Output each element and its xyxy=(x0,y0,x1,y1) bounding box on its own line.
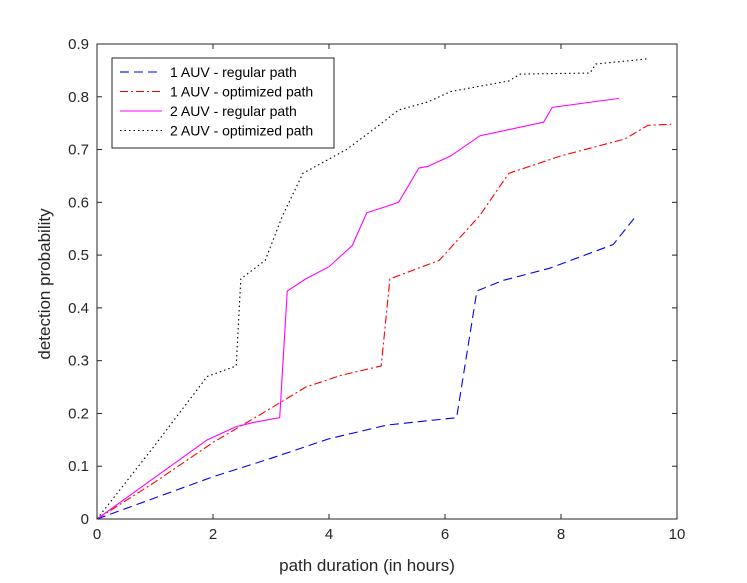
y-tick-label: 0.9 xyxy=(68,36,89,53)
legend-label: 2 AUV - regular path xyxy=(170,103,297,119)
x-tick-label: 0 xyxy=(93,526,101,543)
x-tick-label: 8 xyxy=(557,526,565,543)
axes-layer: 0 2 4 6 8 10 0 0.1 0.2 0.3 0.4 0.5 0.6 0.7 0.8 0.9 xyxy=(68,36,685,543)
legend-label: 1 AUV - optimized path xyxy=(170,84,313,100)
y-tick-label: 0.8 xyxy=(68,89,89,106)
legend-box xyxy=(111,57,335,149)
plot-area xyxy=(96,43,678,520)
y-tick-label: 0 xyxy=(81,511,89,528)
x-tick-label: 6 xyxy=(441,526,449,543)
series-line xyxy=(96,215,637,520)
x-tick-label: 10 xyxy=(669,526,686,543)
series-layer xyxy=(96,58,672,520)
legend-item: 1 AUV - optimized path xyxy=(120,84,313,100)
series-line xyxy=(96,123,672,520)
legend-item: 2 AUV - optimized path xyxy=(120,123,313,139)
x-tick-label: 2 xyxy=(209,526,217,543)
y-axis-title: detection probability xyxy=(35,208,54,360)
legend-item: 2 AUV - regular path xyxy=(120,103,297,119)
legend-item: 1 AUV - regular path xyxy=(120,64,297,80)
series-3 xyxy=(96,97,620,520)
x-tick-label: 4 xyxy=(325,526,333,543)
y-tick-label: 0.1 xyxy=(68,458,89,475)
series-line xyxy=(96,97,620,520)
axes-box xyxy=(96,43,678,520)
legend: 1 AUV - regular path 1 AUV - optimized pa… xyxy=(111,57,335,149)
y-tick-label: 0.6 xyxy=(68,194,89,211)
legend-label: 2 AUV - optimized path xyxy=(170,123,313,139)
series-1 xyxy=(96,215,637,520)
y-tick-label: 0.2 xyxy=(68,405,89,422)
y-tick-label: 0.4 xyxy=(68,300,89,317)
x-axis-title: path duration (in hours) xyxy=(279,556,455,575)
y-tick-label: 0.7 xyxy=(68,142,89,159)
y-tick-label: 0.3 xyxy=(68,353,89,370)
series-2 xyxy=(96,123,672,520)
y-tick-label: 0.5 xyxy=(68,247,89,264)
legend-label: 1 AUV - regular path xyxy=(170,64,297,80)
